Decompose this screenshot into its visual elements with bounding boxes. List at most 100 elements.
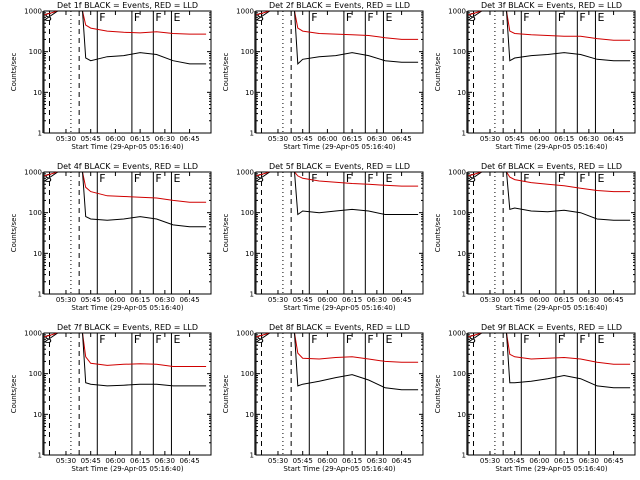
y-tick-label: 1 — [38, 291, 42, 299]
x-tick-label: 05:30 — [480, 135, 500, 143]
x-tick-label: 05:45 — [293, 457, 313, 465]
y-tick-label: 10 — [33, 411, 42, 419]
marker-label: E — [597, 172, 604, 185]
y-tick-label: 10 — [245, 411, 254, 419]
y-tick-label: 100 — [453, 48, 466, 56]
x-tick-label: 06:15 — [130, 135, 150, 143]
marker-label: F — [367, 11, 373, 24]
x-tick-label: 05:45 — [81, 457, 101, 465]
x-tick-label: 06:30 — [579, 457, 599, 465]
series-line-events — [44, 171, 207, 228]
x-tick-label: 05:30 — [268, 135, 288, 143]
series-line-events — [44, 10, 207, 65]
y-axis-label: Counts/sec — [222, 214, 230, 253]
marker-label: F — [579, 172, 585, 185]
x-tick-label: 06:00 — [105, 135, 125, 143]
x-tick-label: 06:30 — [155, 457, 175, 465]
marker-label: F — [558, 333, 564, 346]
series-line-events — [468, 332, 631, 389]
detector-chart-9: Det 9f BLACK = Events, RED = LLD 1 10 100 10… — [434, 323, 636, 473]
marker-label: E — [597, 11, 604, 24]
marker-label: E — [385, 11, 392, 24]
x-tick-label: 06:15 — [130, 296, 150, 304]
chart-title: Det 8f BLACK = Events, RED = LLD — [269, 323, 410, 332]
detector-chart-7: Det 7f BLACK = Events, RED = LLD 1 10 100 10… — [10, 323, 212, 473]
detector-chart-4: Det 4f BLACK = Events, RED = LLD 1 10 100 10… — [10, 162, 212, 312]
chart-title: Det 3f BLACK = Events, RED = LLD — [481, 1, 622, 10]
y-tick-label: 100 — [453, 370, 466, 378]
y-axis-label: Counts/sec — [222, 375, 230, 414]
y-tick-label: 10 — [457, 250, 466, 258]
marker-label: F — [558, 11, 564, 24]
x-tick-label: 05:45 — [293, 296, 313, 304]
series-line-lld — [44, 171, 207, 203]
x-axis-label: Start Time (29-Apr-05 05:16:40) — [71, 465, 183, 473]
x-tick-label: 05:45 — [505, 457, 525, 465]
x-tick-label: 05:30 — [480, 457, 500, 465]
y-tick-label: 1 — [250, 452, 254, 460]
chart-title: Det 4f BLACK = Events, RED = LLD — [57, 162, 198, 171]
marker-label: E — [597, 333, 604, 346]
detector-chart-3: Det 3f BLACK = Events, RED = LLD 1 10 100 10… — [434, 1, 636, 151]
marker-label: F — [99, 172, 105, 185]
y-tick-label: 100 — [453, 209, 466, 217]
x-axis-label: Start Time (29-Apr-05 05:16:40) — [495, 304, 607, 312]
x-tick-label: 06:45 — [603, 457, 623, 465]
x-tick-label: 05:30 — [268, 457, 288, 465]
series-line-events — [256, 332, 419, 391]
series-line-events — [44, 332, 207, 387]
plot-frame — [255, 10, 424, 134]
marker-label: F — [155, 11, 161, 24]
y-tick-label: 10 — [457, 89, 466, 97]
x-tick-label: 06:15 — [554, 135, 574, 143]
plot-frame — [467, 10, 636, 134]
y-tick-label: 1 — [38, 130, 42, 138]
x-tick-label: 05:30 — [56, 135, 76, 143]
y-axis-label: Counts/sec — [10, 53, 18, 92]
chart-title: Det 2f BLACK = Events, RED = LLD — [269, 1, 410, 10]
y-tick-label: 1000 — [448, 169, 466, 177]
x-tick-label: 06:45 — [179, 296, 199, 304]
plot-frame — [43, 10, 212, 134]
marker-label: F — [99, 333, 105, 346]
detector-chart-8: Det 8f BLACK = Events, RED = LLD 1 10 100 10… — [222, 323, 424, 473]
x-tick-label: 06:45 — [179, 457, 199, 465]
marker-label: F — [523, 172, 529, 185]
x-tick-label: 06:00 — [529, 457, 549, 465]
marker-label: F — [579, 11, 585, 24]
x-tick-label: 06:00 — [317, 135, 337, 143]
detector-chart-1: Det 1f BLACK = Events, RED = LLD 1 10 100 10… — [10, 1, 212, 151]
y-tick-label: 1000 — [448, 8, 466, 16]
series-line-events — [468, 10, 631, 62]
y-tick-label: 1 — [250, 291, 254, 299]
plot-frame — [255, 171, 424, 295]
y-tick-label: 100 — [29, 48, 42, 56]
chart-title: Det 7f BLACK = Events, RED = LLD — [57, 323, 198, 332]
series-line-lld — [256, 171, 419, 187]
series-line-lld — [256, 332, 419, 363]
x-tick-label: 06:00 — [529, 135, 549, 143]
y-axis-label: Counts/sec — [10, 214, 18, 253]
y-tick-label: 1000 — [24, 330, 42, 338]
x-axis-label: Start Time (29-Apr-05 05:16:40) — [495, 143, 607, 151]
marker-label: F — [579, 333, 585, 346]
detector-chart-6: Det 6f BLACK = Events, RED = LLD 1 10 100 10… — [434, 162, 636, 312]
marker-label: E — [173, 11, 180, 24]
y-tick-label: 100 — [241, 48, 254, 56]
marker-label: F — [99, 11, 105, 24]
x-tick-label: 06:15 — [130, 457, 150, 465]
series-line-events — [256, 10, 419, 65]
y-tick-label: 1 — [462, 291, 466, 299]
y-tick-label: 10 — [245, 89, 254, 97]
series-line-events — [468, 171, 631, 221]
y-axis-label: Counts/sec — [222, 53, 230, 92]
y-tick-label: 100 — [29, 209, 42, 217]
y-tick-label: 1 — [462, 130, 466, 138]
series-line-lld — [256, 10, 419, 40]
marker-label: E — [173, 172, 180, 185]
x-tick-label: 06:30 — [367, 135, 387, 143]
y-tick-label: 1000 — [24, 169, 42, 177]
x-axis-label: Start Time (29-Apr-05 05:16:40) — [283, 143, 395, 151]
x-tick-label: 06:15 — [342, 296, 362, 304]
